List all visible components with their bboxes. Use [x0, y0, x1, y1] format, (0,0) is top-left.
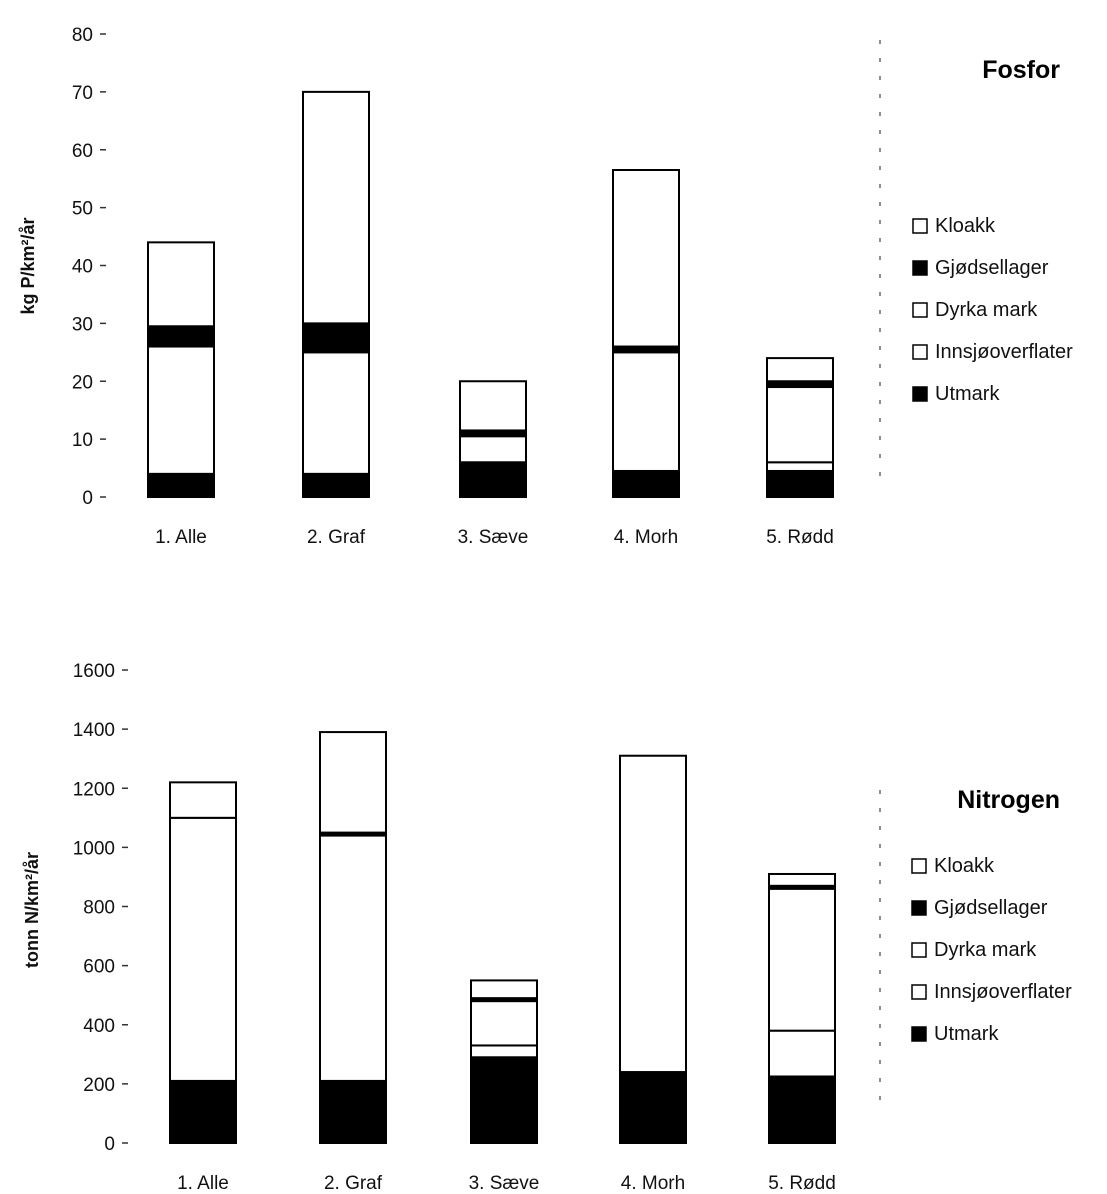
y-tick-label: 60 — [72, 141, 93, 162]
bar-segment-dyrka-mark — [768, 887, 836, 1032]
y-tick-label: 400 — [83, 1016, 115, 1037]
y-tick-label: 800 — [83, 898, 115, 919]
bar-segment-innsj-overflater — [766, 461, 834, 472]
bar-segment-gj-dsellager — [147, 325, 215, 348]
bar-segment-kloakk — [459, 380, 527, 432]
category-label: 4. Morh — [621, 1173, 685, 1194]
y-tick-label: 30 — [72, 314, 93, 335]
y-tick-label: 0 — [104, 1134, 115, 1155]
legend-label: Gjødsellager — [935, 257, 1049, 279]
bar-segment-dyrka-mark — [766, 386, 834, 464]
bar-segment-dyrka-mark — [169, 816, 237, 1082]
legend-swatch — [912, 302, 928, 318]
bar-segment-innsj-overflater — [768, 1029, 836, 1078]
bar-segment-kloakk — [169, 781, 237, 819]
y-axis-label: kg P/km²/år — [18, 217, 38, 314]
bar-segment-utmark — [169, 1079, 237, 1144]
legend-swatch — [911, 984, 927, 1000]
bar-segment-dyrka-mark — [302, 351, 370, 475]
legend-swatch — [912, 218, 928, 234]
bar-segment-kloakk — [766, 357, 834, 383]
bar-segment-utmark — [147, 472, 215, 499]
bar-segment-innsj-overflater — [470, 1044, 538, 1059]
bar-segment-dyrka-mark — [470, 1000, 538, 1047]
category-label: 2. Graf — [324, 1173, 383, 1194]
bar-segment-utmark — [612, 469, 680, 498]
bar-segment-dyrka-mark — [619, 754, 687, 1074]
bar-segment-utmark — [302, 472, 370, 499]
y-tick-label: 1200 — [73, 779, 115, 800]
bar-segment-kloakk — [302, 90, 370, 325]
bar-segment-kloakk — [319, 731, 387, 834]
y-tick-label: 0 — [82, 488, 93, 509]
y-tick-label: 1000 — [73, 838, 115, 859]
legend-label: Utmark — [935, 383, 1000, 405]
bar-segment-utmark — [766, 469, 834, 498]
y-tick-label: 200 — [83, 1075, 115, 1096]
bar-segment-dyrka-mark — [147, 345, 215, 475]
legend-swatch — [911, 1026, 927, 1042]
chart-panel-1: 0 10 20 30 40 50 60 70 80 kg P/km²/år 1. Alle 2. Gr… — [18, 25, 1073, 548]
category-label: 5. Rødd — [766, 527, 834, 548]
bar-segment-utmark — [768, 1075, 836, 1144]
bar-segment-dyrka-mark — [459, 435, 527, 464]
category-label: 3. Sæve — [458, 527, 529, 548]
y-tick-label: 70 — [72, 83, 93, 104]
legend-label: Kloakk — [935, 215, 996, 237]
chart-title: Nitrogen — [957, 786, 1060, 814]
bar-segment-kloakk — [470, 979, 538, 1000]
category-label: 2. Graf — [307, 527, 366, 548]
bar-segment-dyrka-mark — [612, 351, 680, 472]
legend-swatch — [911, 858, 927, 874]
bar-segment-kloakk — [147, 241, 215, 328]
y-tick-label: 80 — [72, 25, 93, 46]
legend-label: Dyrka mark — [935, 299, 1038, 321]
chart-panel-2: 0 200 400 600 800 1000 1200 1400 1600 tonn N/km²/… — [22, 661, 1072, 1194]
bar-segment-utmark — [319, 1079, 387, 1144]
bar-segment-utmark — [619, 1071, 687, 1145]
bar-segment-kloakk — [768, 872, 836, 887]
legend-swatch — [911, 942, 927, 958]
legend-swatch — [911, 900, 927, 916]
bar-segment-utmark — [459, 461, 527, 498]
legend-swatch — [912, 260, 928, 276]
y-tick-label: 10 — [72, 430, 93, 451]
legend-swatch — [912, 344, 928, 360]
legend-label: Gjødsellager — [934, 897, 1048, 919]
category-label: 4. Morh — [614, 527, 678, 548]
y-tick-label: 1600 — [73, 661, 115, 682]
y-tick-label: 1400 — [73, 720, 115, 741]
y-axis-label: tonn N/km²/år — [22, 852, 42, 968]
y-tick-label: 40 — [72, 257, 93, 278]
bar-segment-gj-dsellager — [302, 322, 370, 354]
category-label: 3. Sæve — [469, 1173, 540, 1194]
category-label: 1. Alle — [177, 1173, 229, 1194]
legend-label: Utmark — [934, 1023, 999, 1045]
legend-swatch — [912, 386, 928, 402]
legend-label: Dyrka mark — [934, 939, 1037, 961]
legend-label: Kloakk — [934, 855, 995, 877]
legend-label: Innsjøoverflater — [935, 341, 1073, 363]
category-label: 5. Rødd — [768, 1173, 836, 1194]
bar-segment-kloakk — [612, 169, 680, 348]
bar-segment-utmark — [470, 1056, 538, 1145]
category-label: 1. Alle — [155, 527, 207, 548]
bar-segment-dyrka-mark — [319, 834, 387, 1082]
y-tick-label: 20 — [72, 372, 93, 393]
chart-title: Fosfor — [982, 56, 1060, 84]
legend-label: Innsjøoverflater — [934, 981, 1072, 1003]
y-tick-label: 50 — [72, 199, 93, 220]
y-tick-label: 600 — [83, 957, 115, 978]
